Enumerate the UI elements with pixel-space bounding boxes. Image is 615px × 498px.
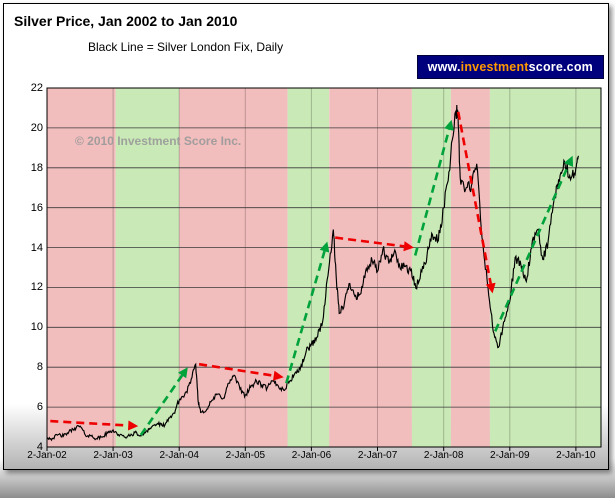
x-axis-label: 2-Jan-05: [225, 450, 266, 461]
copyright-watermark: © 2010 Investment Score Inc.: [75, 134, 242, 148]
x-axis-label: 2-Jan-04: [159, 450, 199, 461]
red-trend-arrow: [456, 111, 492, 284]
red-trend-arrowhead: [128, 420, 139, 431]
banner-suffix: score.com: [528, 60, 593, 74]
y-axis-label: 18: [30, 161, 43, 174]
x-axis-label: 2-Jan-06: [291, 450, 332, 461]
y-axis-label: 22: [30, 82, 43, 94]
green-trend-arrow: [285, 250, 326, 384]
website-banner[interactable]: www.investmentscore.com: [416, 55, 604, 79]
green-trend-arrow: [494, 164, 570, 332]
banner-highlight: investment: [460, 60, 529, 74]
x-axis-label: 2-Jan-07: [357, 450, 398, 461]
red-trend-arrowhead: [403, 241, 414, 252]
green-trend-arrowhead: [178, 367, 188, 379]
y-axis-label: 16: [30, 201, 43, 214]
chart-title: Silver Price, Jan 2002 to Jan 2010: [14, 13, 238, 29]
y-axis-label: 6: [36, 401, 43, 414]
chart-subtitle: Black Line = Silver London Fix, Daily: [88, 40, 284, 54]
trend-arrows-layer: [50, 111, 574, 436]
y-axis-label: 8: [36, 361, 43, 374]
red-trend-arrowhead: [273, 370, 284, 381]
x-axis-label: 2-Jan-08: [423, 450, 464, 461]
red-trend-arrowhead: [485, 282, 496, 294]
x-axis-label: 2-Jan-02: [27, 450, 67, 461]
green-trend-arrow: [413, 129, 451, 256]
y-axis-label: 14: [30, 241, 43, 254]
y-axis-label: 4: [36, 441, 43, 453]
red-trend-arrow: [335, 236, 405, 248]
x-axis-label: 2-Jan-03: [93, 450, 133, 461]
red-trend-arrow: [50, 419, 129, 427]
y-axis-label: 10: [30, 321, 43, 334]
x-axis-label: 2-Jan-10: [556, 450, 596, 461]
price-line: [46, 104, 580, 442]
plot-border: [46, 87, 602, 448]
y-axis-label: 12: [30, 281, 43, 294]
green-trend-arrowhead: [319, 241, 330, 253]
x-axis-label: 2-Jan-09: [490, 450, 530, 461]
y-axis-label: 20: [30, 121, 43, 134]
banner-prefix: www.: [427, 60, 461, 74]
green-trend-arrowhead: [564, 155, 574, 167]
green-trend-arrowhead: [444, 119, 454, 131]
